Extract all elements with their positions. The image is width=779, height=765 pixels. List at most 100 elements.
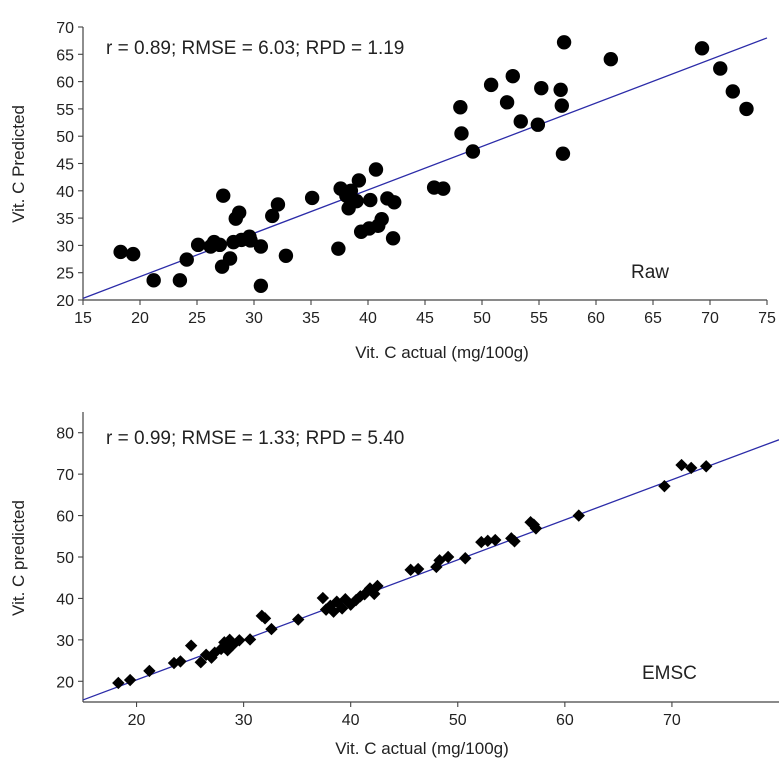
emsc-data-point (316, 591, 330, 605)
raw-data-point (465, 144, 481, 159)
emsc-data-point (371, 579, 384, 593)
emsc-x-tick-label: 70 (663, 712, 681, 729)
emsc-panel-label: EMSC (642, 663, 697, 684)
raw-data-point (554, 98, 569, 113)
emsc-scatter-panel: 20 30 40 50 60 70 80 20 30 40 50 60 70 r = 0.99; RM… (9, 412, 779, 758)
raw-y-axis-label: Vit. C Predicted (9, 105, 28, 223)
emsc-data-points (112, 458, 713, 690)
raw-data-point (216, 188, 231, 203)
raw-y-ticks: 20 25 30 35 40 45 50 55 60 65 70 (56, 20, 83, 310)
raw-data-point (212, 237, 227, 253)
emsc-y-axis-label: Vit. C predicted (9, 500, 28, 616)
raw-data-point (278, 248, 294, 263)
raw-y-tick-label: 45 (56, 157, 74, 174)
emsc-data-point (529, 522, 543, 535)
raw-data-points (113, 35, 754, 294)
raw-data-point (387, 195, 402, 210)
emsc-data-point (330, 595, 343, 608)
emsc-data-point (658, 479, 671, 493)
raw-data-point (125, 246, 141, 262)
raw-y-tick-label: 25 (56, 266, 74, 283)
emsc-y-ticks: 20 30 40 50 60 70 80 (56, 426, 83, 691)
emsc-y-tick-label: 60 (56, 509, 74, 526)
raw-data-point (172, 273, 188, 288)
raw-y-tick-label: 35 (56, 211, 74, 228)
raw-data-point (363, 192, 378, 208)
raw-y-tick-label: 40 (56, 184, 74, 201)
raw-data-point (253, 239, 269, 254)
raw-regression-line (82, 37, 768, 299)
emsc-data-point (223, 633, 236, 647)
emsc-regression-line (82, 439, 779, 701)
emsc-data-point (243, 633, 257, 646)
raw-data-point (556, 35, 572, 50)
raw-data-point (499, 95, 515, 110)
raw-data-point (368, 162, 384, 177)
raw-data-point (453, 100, 468, 115)
raw-data-point (555, 146, 571, 161)
raw-y-tick-label: 55 (56, 102, 74, 119)
emsc-data-point (404, 563, 417, 577)
raw-x-tick-label: 15 (74, 310, 92, 327)
emsc-x-tick-label: 60 (556, 712, 574, 729)
raw-y-tick-label: 65 (56, 47, 74, 64)
emsc-data-point (459, 552, 472, 565)
raw-data-point (231, 205, 247, 220)
raw-y-tick-label: 70 (56, 20, 74, 37)
emsc-data-point (489, 533, 502, 547)
raw-data-point (454, 126, 469, 141)
raw-data-point (553, 82, 568, 97)
emsc-x-ticks: 20 30 40 50 60 70 (128, 702, 681, 729)
raw-data-point (270, 197, 286, 212)
raw-data-point (505, 68, 520, 84)
raw-panel-label: Raw (631, 262, 669, 283)
emsc-x-tick-label: 50 (449, 712, 467, 729)
emsc-data-point (675, 458, 688, 472)
emsc-data-point (184, 639, 198, 652)
emsc-data-point (508, 535, 521, 548)
raw-x-tick-label: 35 (302, 310, 320, 327)
emsc-data-point (221, 644, 234, 657)
raw-x-tick-label: 70 (701, 310, 719, 327)
emsc-y-tick-label: 30 (56, 633, 74, 650)
emsc-data-point (174, 655, 187, 668)
emsc-x-tick-label: 30 (235, 712, 253, 729)
raw-x-tick-label: 25 (188, 310, 206, 327)
emsc-y-tick-label: 70 (56, 467, 74, 484)
raw-y-tick-label: 30 (56, 238, 74, 255)
raw-data-point (534, 80, 549, 96)
emsc-y-tick-label: 80 (56, 426, 74, 443)
emsc-data-point (441, 550, 455, 564)
emsc-x-axis-label: Vit. C actual (mg/100g) (335, 739, 509, 758)
raw-data-point (304, 190, 320, 206)
raw-data-point (146, 273, 161, 288)
raw-data-point (694, 41, 710, 56)
raw-stats-annotation: r = 0.89; RMSE = 6.03; RPD = 1.19 (106, 38, 404, 59)
raw-data-point (530, 117, 546, 132)
emsc-data-point (112, 676, 125, 690)
emsc-data-point (205, 651, 218, 664)
raw-data-point (222, 251, 238, 266)
emsc-x-tick-label: 40 (342, 712, 360, 729)
raw-x-tick-label: 65 (644, 310, 662, 327)
emsc-data-point (208, 646, 221, 659)
raw-x-tick-label: 40 (359, 310, 377, 327)
raw-data-point (603, 52, 619, 67)
emsc-stats-annotation: r = 0.99; RMSE = 1.33; RPD = 5.40 (106, 428, 404, 449)
raw-x-tick-label: 75 (758, 310, 776, 327)
raw-data-point (265, 208, 280, 224)
raw-data-point (190, 237, 206, 253)
emsc-data-point (572, 509, 585, 522)
emsc-data-point (684, 461, 698, 475)
raw-x-tick-label: 60 (587, 310, 605, 327)
emsc-data-point (143, 664, 156, 678)
emsc-data-point (339, 593, 352, 606)
emsc-data-point (411, 562, 425, 576)
raw-x-tick-label: 55 (530, 310, 548, 327)
emsc-y-tick-label: 50 (56, 550, 74, 567)
raw-x-tick-label: 20 (131, 310, 149, 327)
raw-data-point (483, 77, 499, 93)
raw-y-tick-label: 50 (56, 129, 74, 146)
emsc-data-point (233, 634, 246, 647)
